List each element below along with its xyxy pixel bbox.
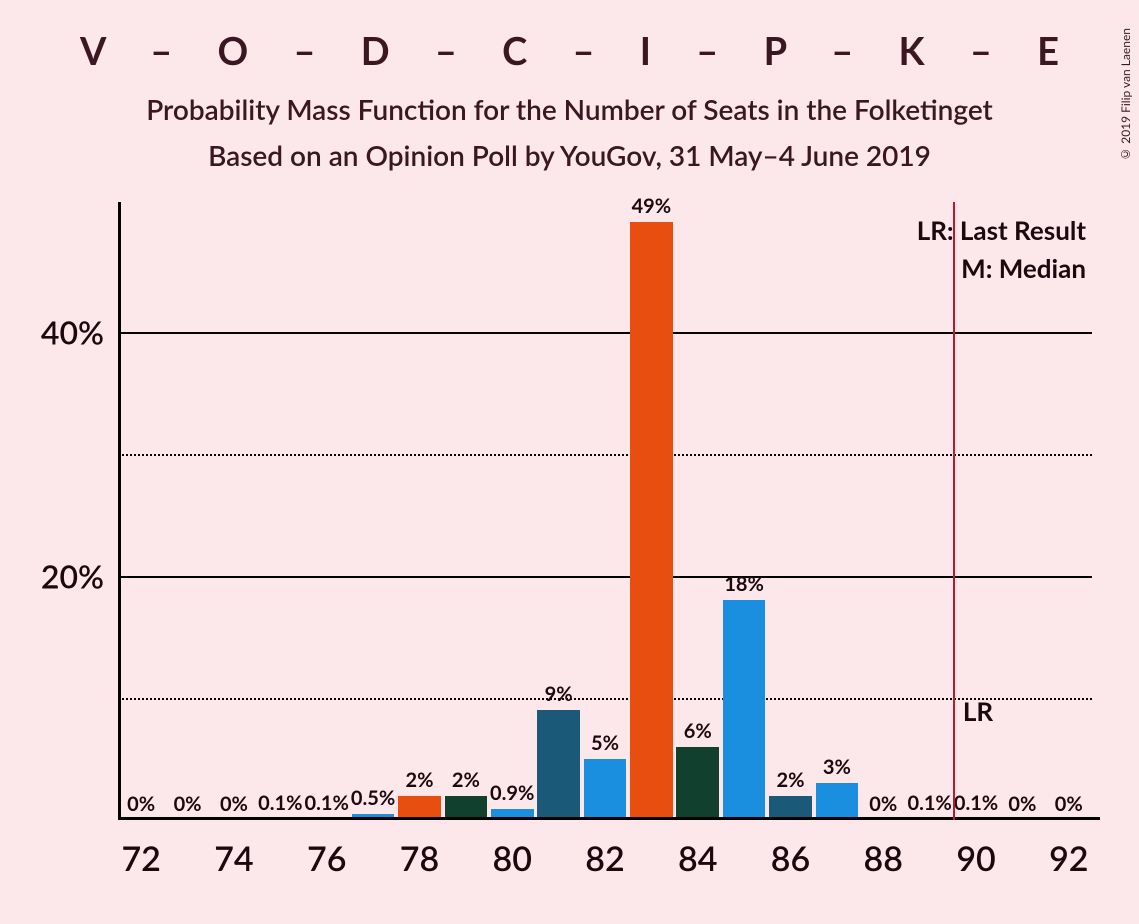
bar-value-label: 0.5%	[351, 786, 395, 814]
y-tick-label: 20%	[41, 557, 118, 596]
y-tick-label: 40%	[41, 313, 118, 352]
bar: 3%	[816, 783, 859, 820]
grid-minor	[118, 698, 1092, 700]
copyright-label: © 2019 Filip van Laenen	[1118, 28, 1133, 162]
bar-value-label: 5%	[591, 731, 619, 759]
grid-minor	[118, 454, 1092, 456]
x-tick-label: 72	[121, 820, 160, 879]
x-tick-label: 90	[956, 820, 995, 879]
bar-value-label: 0%	[220, 792, 248, 820]
x-tick-label: 86	[771, 820, 810, 879]
bar-value-label: 0.1%	[305, 791, 349, 819]
bar-value-label: 6%	[684, 719, 712, 747]
x-tick-label: 84	[678, 820, 717, 879]
bar-value-label: 0.1%	[907, 791, 951, 819]
bar: 9%	[537, 710, 580, 820]
x-tick-label: 82	[585, 820, 624, 879]
bar: 18%	[723, 600, 766, 820]
legend-lr: LR: Last Result	[917, 214, 1086, 246]
x-tick-label: 74	[214, 820, 253, 879]
x-tick-label: 80	[493, 820, 532, 879]
bar-value-label: 0%	[1008, 792, 1036, 820]
bar-value-label: 18%	[724, 572, 764, 600]
x-tick-label: 88	[864, 820, 903, 879]
bar: 49%	[630, 222, 673, 820]
grid-major	[118, 332, 1092, 334]
plot-area: 20%40%0%0%0%0.1%0.1%0.5%2%2%0.9%9%5%M49%…	[118, 210, 1092, 820]
bar: 6%	[676, 747, 719, 820]
bar-value-label: 0%	[174, 792, 202, 820]
chart-subtitle-1: Probability Mass Function for the Number…	[0, 92, 1139, 126]
bar-value-label: 9%	[545, 682, 573, 710]
x-tick-label: 76	[307, 820, 346, 879]
grid-major	[118, 576, 1092, 578]
last-result-line	[953, 202, 955, 820]
x-tick-label: 92	[1049, 820, 1088, 879]
y-axis	[118, 202, 121, 820]
bar-value-label: 2%	[405, 768, 433, 796]
bar-value-label: 3%	[823, 755, 851, 783]
bar-value-label: 2%	[452, 768, 480, 796]
last-result-label: LR	[963, 695, 993, 727]
pmf-chart: V – O – D – C – I – P – K – E Probabilit…	[0, 0, 1139, 924]
title-block: V – O – D – C – I – P – K – E Probabilit…	[0, 28, 1139, 172]
bar-value-label: 0%	[1055, 792, 1083, 820]
bar: 5%	[584, 759, 627, 820]
bar-value-label: 2%	[777, 768, 805, 796]
bar-value-label: 0.1%	[954, 791, 998, 819]
x-tick-label: 78	[400, 820, 439, 879]
bar-value-label: 49%	[632, 194, 672, 222]
bar-value-label: 0%	[127, 792, 155, 820]
bar-value-label: 0%	[869, 792, 897, 820]
chart-subtitle-2: Based on an Opinion Poll by YouGov, 31 M…	[0, 138, 1139, 172]
bar-value-label: 0.9%	[490, 781, 534, 809]
legend-median: M: Median	[961, 252, 1086, 284]
bar-value-label: 0.1%	[258, 791, 302, 819]
chart-title: V – O – D – C – I – P – K – E	[0, 28, 1139, 74]
